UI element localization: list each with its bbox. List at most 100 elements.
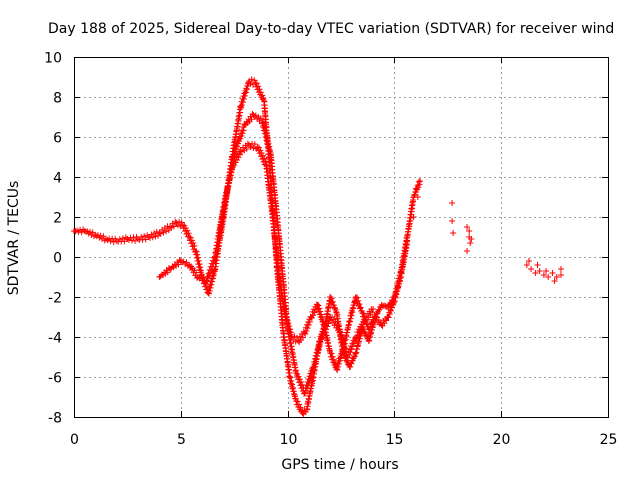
data-point — [263, 130, 270, 137]
data-point — [229, 166, 236, 173]
series-segment-21-23 — [523, 258, 565, 284]
data-point — [248, 116, 255, 123]
data-point — [355, 332, 362, 339]
data-point — [227, 172, 234, 179]
data-point — [97, 232, 104, 239]
data-point — [164, 269, 171, 276]
data-point — [89, 229, 96, 236]
data-point — [314, 349, 321, 356]
data-point — [168, 224, 175, 231]
data-point — [254, 144, 261, 150]
data-point — [248, 76, 255, 83]
data-point — [213, 248, 220, 255]
data-point — [348, 360, 355, 367]
data-point — [312, 358, 319, 365]
series-segment-15-16 — [404, 178, 424, 240]
y-tick-label: 2 — [53, 211, 62, 227]
data-point — [299, 334, 306, 341]
data-point — [298, 379, 305, 386]
data-point — [339, 335, 346, 342]
data-point — [220, 212, 227, 219]
data-point — [157, 230, 164, 237]
data-point — [257, 115, 264, 122]
data-point — [179, 222, 186, 228]
data-point — [261, 155, 268, 162]
data-point — [231, 156, 238, 163]
data-point — [264, 137, 271, 144]
data-point — [287, 336, 294, 343]
data-point — [236, 115, 243, 122]
data-point — [402, 247, 409, 254]
data-point — [195, 257, 202, 264]
data-point — [190, 240, 197, 247]
data-point — [294, 398, 301, 405]
data-point — [334, 321, 341, 328]
data-point — [178, 219, 185, 226]
data-point — [370, 306, 377, 312]
data-points — [71, 76, 565, 418]
plot-frame — [74, 57, 609, 418]
data-point — [72, 228, 79, 235]
data-point — [359, 310, 366, 316]
data-point — [142, 236, 149, 243]
data-point — [305, 382, 312, 389]
data-point — [402, 250, 409, 257]
data-point — [356, 301, 363, 308]
data-point — [351, 340, 358, 347]
data-point — [540, 272, 547, 278]
data-point — [543, 268, 550, 274]
data-point — [121, 238, 128, 245]
data-point — [221, 206, 228, 213]
data-point — [240, 127, 247, 134]
data-point — [387, 307, 394, 314]
data-point — [239, 130, 246, 137]
data-point — [338, 332, 345, 339]
data-point — [325, 320, 332, 327]
data-point — [327, 294, 334, 300]
data-point — [315, 302, 322, 309]
data-point — [336, 360, 343, 367]
data-point — [87, 228, 94, 235]
data-point — [297, 404, 304, 411]
data-point — [346, 318, 353, 325]
data-point — [100, 233, 107, 240]
data-point — [353, 334, 360, 341]
y-tick-label: -6 — [48, 371, 62, 387]
data-point — [132, 237, 139, 244]
data-point — [286, 333, 293, 340]
data-point — [247, 144, 254, 151]
series-track-middle — [216, 111, 377, 397]
data-point — [182, 225, 189, 232]
data-point — [236, 112, 243, 119]
data-point — [408, 206, 415, 212]
data-point — [247, 80, 254, 87]
data-point — [259, 152, 266, 159]
data-point — [206, 272, 213, 279]
data-point — [404, 234, 411, 240]
data-point — [295, 373, 302, 380]
data-point — [310, 374, 317, 381]
data-point — [314, 352, 321, 359]
data-point — [310, 364, 317, 371]
data-point — [467, 240, 474, 246]
data-point — [211, 257, 218, 264]
data-point — [329, 353, 336, 360]
data-point — [151, 230, 158, 237]
data-point — [186, 234, 193, 240]
data-point — [210, 254, 217, 261]
data-point — [210, 260, 217, 267]
data-point — [237, 109, 244, 116]
data-point — [468, 236, 475, 242]
data-point — [214, 242, 221, 249]
x-tick-label: 25 — [600, 432, 618, 448]
x-tick-label: 5 — [177, 432, 186, 448]
data-point — [251, 77, 258, 84]
grid-lines — [74, 57, 608, 417]
data-point — [302, 330, 309, 337]
data-point — [194, 251, 201, 258]
y-tick-label: -2 — [48, 291, 62, 307]
data-point — [414, 194, 421, 200]
data-point — [219, 216, 226, 223]
data-point — [149, 234, 156, 241]
data-point — [367, 323, 374, 330]
